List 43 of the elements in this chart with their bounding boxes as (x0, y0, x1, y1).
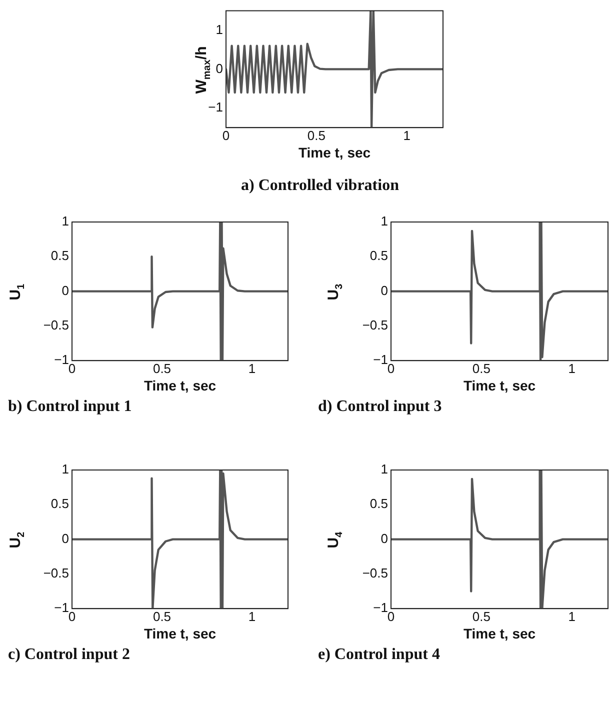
x-tick-label: 0.5 (152, 360, 172, 376)
text: a) Controlled vibration (241, 177, 399, 195)
y-tick-label: 1 (216, 22, 223, 37)
text: e) Control input 4 (318, 646, 440, 664)
y-tick-label: −0.5 (362, 318, 388, 333)
y-tick-label: 0.5 (50, 248, 69, 264)
y-tick-label: 0.5 (370, 496, 388, 512)
x-tick-label: 0.5 (472, 608, 490, 624)
y-tick-label: −0.5 (362, 566, 388, 581)
text: c) Control input 2 (8, 646, 130, 664)
y-tick-label: 0 (380, 282, 388, 298)
x-axis-title: Time t, sec (144, 625, 216, 642)
x-tick-label: 1 (248, 608, 256, 624)
x-axis-title: Time t, sec (463, 625, 536, 642)
x-tick-label: 1 (403, 128, 410, 143)
y-tick-label: −1 (54, 600, 69, 616)
y-tick-label: 1 (62, 462, 69, 477)
x-tick-label: 0.5 (152, 608, 172, 624)
y-tick-label: 1 (380, 462, 388, 477)
y-tick-label: 1 (62, 214, 69, 229)
y-tick-label: −0.5 (43, 566, 69, 581)
y-tick-label: −0.5 (43, 318, 69, 333)
text: d) Control input 3 (318, 398, 442, 416)
y-tick-label: 0 (62, 282, 69, 298)
x-tick-label: 1 (568, 360, 576, 376)
x-tick-label: 1 (568, 608, 576, 624)
x-tick-label: 0.5 (307, 128, 326, 143)
y-tick-label: −1 (373, 352, 388, 368)
y-tick-label: −1 (54, 352, 69, 368)
x-tick-label: 1 (248, 360, 256, 376)
y-tick-label: 0 (216, 60, 223, 76)
text: b) Control input 1 (8, 398, 132, 416)
x-axis-title: Time t, sec (298, 144, 371, 160)
x-axis-title: Time t, sec (144, 377, 216, 394)
y-tick-label: −1 (208, 100, 223, 115)
y-tick-label: 0.5 (50, 496, 69, 512)
y-tick-label: 0 (62, 530, 69, 546)
x-tick-label: 0.5 (472, 360, 490, 376)
y-tick-label: 1 (380, 214, 388, 229)
y-tick-label: 0 (380, 530, 388, 546)
y-tick-label: −1 (373, 600, 388, 616)
x-axis-title: Time t, sec (463, 377, 536, 394)
y-tick-label: 0.5 (370, 248, 388, 264)
